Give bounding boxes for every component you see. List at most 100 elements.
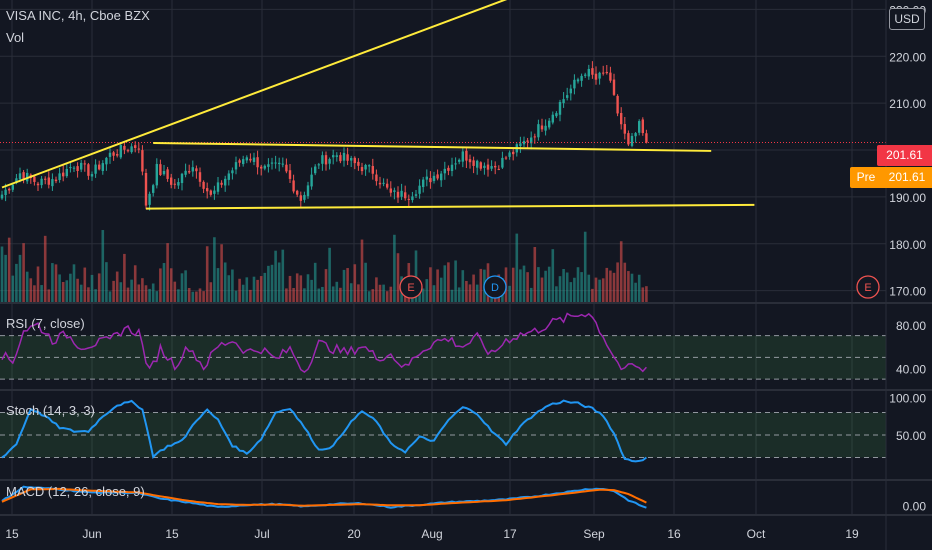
x-tick-label: 15 xyxy=(5,527,19,541)
volume-bar xyxy=(475,284,479,302)
volume-bar xyxy=(277,262,281,302)
candle-body xyxy=(195,168,198,172)
candle-body xyxy=(306,185,310,197)
volume-bar xyxy=(198,288,202,302)
volume-bar xyxy=(234,290,238,302)
y-tick-label: 190.00 xyxy=(889,191,926,205)
volume-bar xyxy=(187,287,191,302)
candle-body xyxy=(342,152,346,161)
volume-bar xyxy=(101,230,105,302)
volume-bar xyxy=(22,243,25,302)
volume-bar xyxy=(472,274,475,302)
volume-bar xyxy=(378,284,382,302)
candle-body xyxy=(159,164,162,175)
candle-body xyxy=(130,146,133,153)
candle-body xyxy=(206,188,209,192)
volume-bar xyxy=(324,269,328,302)
volume-bar xyxy=(335,281,339,302)
volume-bar xyxy=(630,273,634,302)
volume-bar xyxy=(321,286,324,302)
candle-body xyxy=(54,179,58,182)
trendlines[interactable] xyxy=(1,0,755,210)
rsi-label: RSI (7, close) xyxy=(6,316,85,331)
volume-bar xyxy=(508,285,511,302)
volume-bar xyxy=(180,273,184,302)
volume-bar xyxy=(360,239,364,302)
candle-body xyxy=(242,159,245,165)
candle-body xyxy=(227,173,230,180)
candle-body xyxy=(432,175,436,182)
candle-body xyxy=(51,179,54,187)
candle-body xyxy=(468,159,472,163)
volume-bar xyxy=(616,262,619,302)
event-marker-label: E xyxy=(864,282,871,294)
candle-body xyxy=(328,159,331,164)
volume-bar xyxy=(573,277,576,302)
candle-body xyxy=(299,195,302,201)
volume-bar xyxy=(627,271,630,302)
candle-body xyxy=(396,191,400,198)
volume-bar xyxy=(202,291,205,302)
candle-body xyxy=(281,163,284,165)
volume-bar xyxy=(594,277,598,302)
candle-body xyxy=(404,192,407,199)
event-marker xyxy=(483,275,507,299)
volume-bar xyxy=(479,268,483,302)
candle-body xyxy=(522,140,526,145)
volume-bars xyxy=(0,230,648,302)
volume-bar xyxy=(112,280,115,302)
volume-bar xyxy=(295,273,299,302)
candle-body xyxy=(40,178,43,186)
currency-button[interactable]: USD xyxy=(889,8,925,30)
volume-bar xyxy=(342,269,346,302)
candle-body xyxy=(375,174,378,182)
volume-bar xyxy=(555,286,558,302)
volume-bar xyxy=(94,289,97,302)
volume-bar xyxy=(29,278,33,302)
volume-bar xyxy=(547,266,551,302)
volume-bar xyxy=(18,254,22,302)
event-marker xyxy=(399,275,423,299)
candle-body xyxy=(256,157,259,168)
candle-body xyxy=(630,135,634,146)
volume-bar xyxy=(105,262,108,302)
volume-bar xyxy=(267,265,270,302)
stoch-label: Stoch (14, 3, 3) xyxy=(6,403,95,418)
candle-body xyxy=(364,164,367,170)
candle-body xyxy=(123,145,126,150)
candle-body xyxy=(141,150,144,172)
volume-bar xyxy=(385,291,389,302)
volume-bar xyxy=(634,282,637,302)
candle-body xyxy=(476,160,479,168)
candle-body xyxy=(371,166,374,174)
candle-body xyxy=(8,188,11,191)
volume-bar xyxy=(576,267,580,302)
candle-body xyxy=(346,154,349,161)
candle-body xyxy=(411,196,414,201)
candle-body xyxy=(357,161,360,166)
volume-bar xyxy=(511,267,515,302)
volume-bar xyxy=(288,275,292,302)
candle-body xyxy=(580,75,583,81)
candle-body xyxy=(645,133,648,143)
volume-bar xyxy=(4,254,7,302)
volume-bar xyxy=(367,291,371,302)
candle-body xyxy=(162,170,166,175)
candle-body xyxy=(173,183,176,185)
rsi-line xyxy=(1,312,647,374)
volume-bar xyxy=(425,279,429,302)
volume-bar xyxy=(529,287,533,302)
candle-body xyxy=(576,79,580,82)
volume-bar xyxy=(580,272,583,302)
volume-bar xyxy=(252,276,256,302)
candle-body xyxy=(0,194,4,199)
volume-bar xyxy=(148,288,151,302)
candle-body xyxy=(569,88,572,94)
rsi-panel xyxy=(0,312,886,380)
volume-bar xyxy=(382,284,385,302)
candle-body xyxy=(573,79,576,89)
candle-body xyxy=(274,162,277,164)
volume-bar xyxy=(61,281,65,302)
